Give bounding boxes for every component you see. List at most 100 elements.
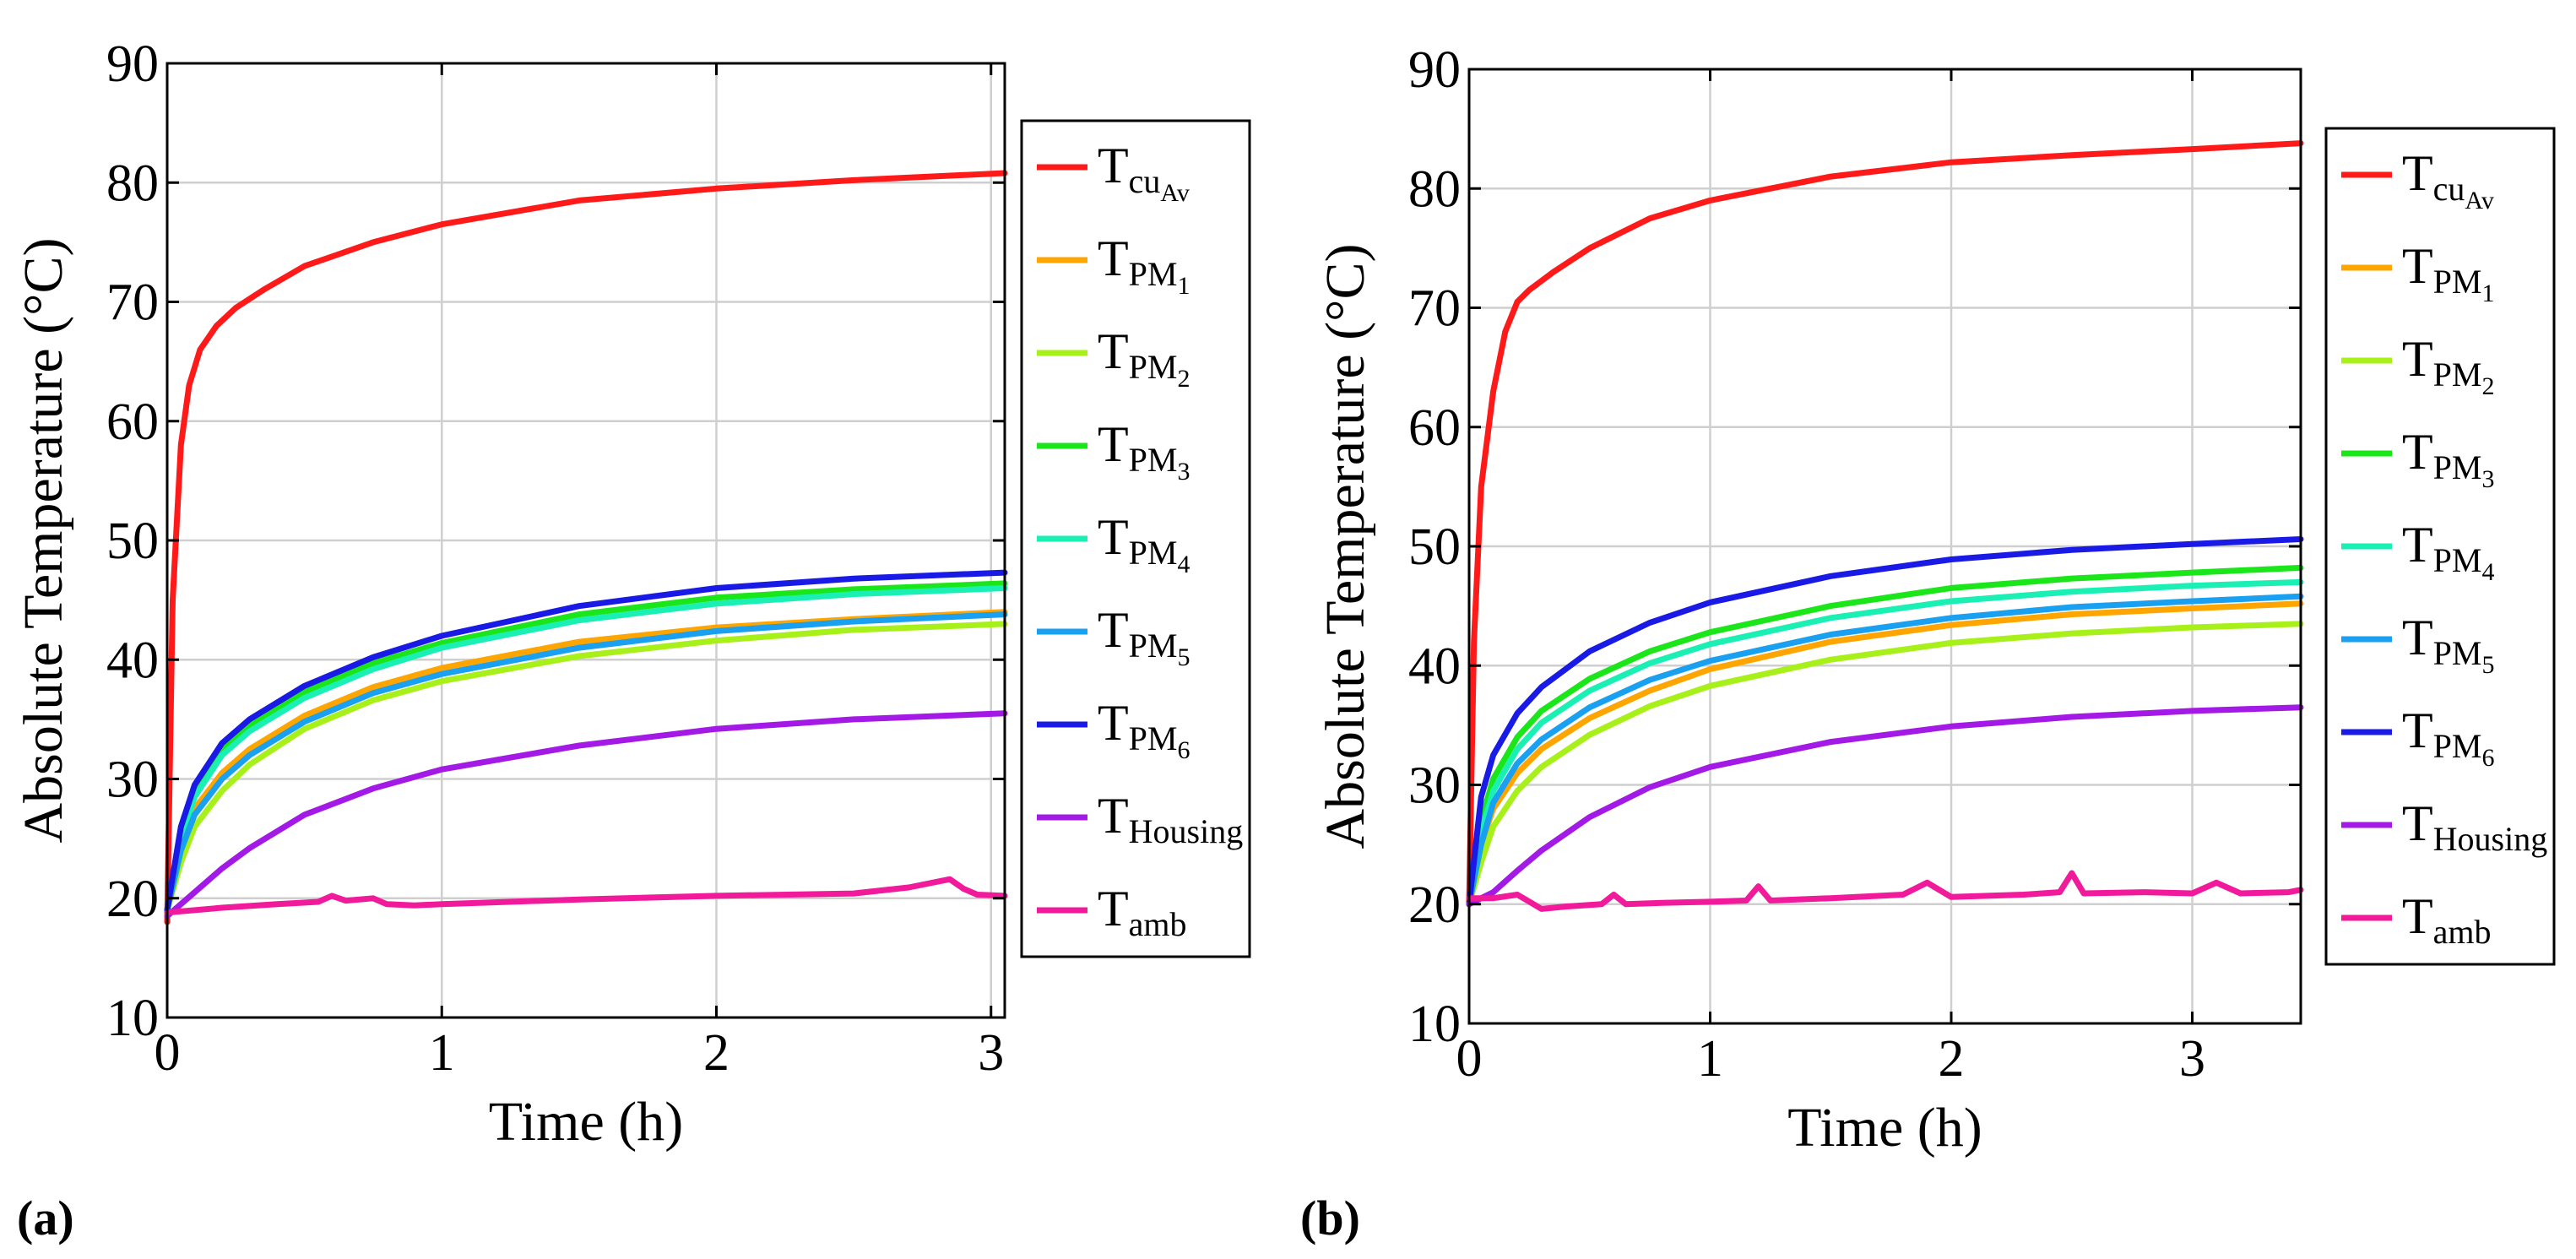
y-tick-label: 90 bbox=[106, 35, 159, 93]
legend-sub-text: amb bbox=[2433, 913, 2492, 951]
legend-main-text: T bbox=[2402, 610, 2433, 665]
legend-subsub-text: 1 bbox=[2481, 279, 2494, 307]
legend-subsub-text: 5 bbox=[2481, 651, 2494, 679]
legend-subsub-text: 4 bbox=[2481, 558, 2494, 586]
legend-entry: TPM6 bbox=[1098, 695, 1190, 764]
legend-subsub-text: 6 bbox=[1177, 736, 1190, 764]
legend-entry: TPM1 bbox=[2402, 238, 2494, 307]
legend-subsub-text: 4 bbox=[1177, 551, 1190, 578]
chart-panel-b: 0 1 2 3 10 20 30 40 50 60 70 80 90 Time (h) Absolute T… bbox=[1315, 41, 2556, 1159]
y-axis-label: Absolute Temperature (°C) bbox=[1315, 243, 1376, 849]
series-line-t-pm6 bbox=[164, 569, 1008, 914]
y-tick-label: 40 bbox=[106, 632, 159, 689]
legend-subsub-text: Av bbox=[1160, 179, 1189, 207]
legend-entry: TPM4 bbox=[2402, 517, 2494, 586]
y-tick-label: 30 bbox=[106, 752, 159, 809]
legend-main-text: T bbox=[1098, 416, 1129, 472]
legend-entry: TPM2 bbox=[1098, 323, 1190, 393]
legend-entry: TPM5 bbox=[2402, 610, 2494, 679]
legend-sub-text: PM bbox=[1129, 441, 1178, 479]
y-tick-label: 10 bbox=[1408, 996, 1461, 1053]
legend-subsub-text: 5 bbox=[1177, 643, 1190, 671]
legend-entry: TPM4 bbox=[1098, 509, 1190, 578]
legend-sub-text: cu bbox=[2433, 170, 2465, 208]
legend-sub-text: cu bbox=[1129, 162, 1161, 200]
legend-main-text: T bbox=[1098, 695, 1129, 751]
series-line-t-housing bbox=[164, 710, 1008, 920]
legend: TcuAvTPM1TPM2TPM3TPM4TPM5TPM6THousingTam… bbox=[1020, 119, 1251, 958]
legend-sub-text: PM bbox=[2433, 263, 2482, 301]
legend-main-text: T bbox=[1098, 138, 1129, 193]
legend-main-text: T bbox=[2402, 238, 2433, 294]
x-tick-label: 3 bbox=[978, 1024, 1004, 1082]
x-tick-label: 2 bbox=[703, 1024, 729, 1082]
series-line-t-pm5 bbox=[164, 611, 1008, 914]
series-line-t-pm2 bbox=[1466, 621, 2304, 908]
legend-sub-text: amb bbox=[1129, 905, 1187, 943]
legend-sub-text: PM bbox=[1129, 255, 1178, 293]
y-tick-label: 50 bbox=[1408, 518, 1461, 576]
x-axis-label: Time (h) bbox=[489, 1091, 683, 1153]
legend-sub-text: PM bbox=[2433, 541, 2482, 579]
y-tick-label: 20 bbox=[106, 871, 159, 928]
series-line-t-amb bbox=[1466, 870, 2304, 912]
legend-subsub-text: 1 bbox=[1177, 272, 1190, 300]
y-axis-label: Absolute Temperature (°C) bbox=[13, 237, 74, 843]
legend-entry: THousing bbox=[1098, 788, 1243, 850]
legend-subsub-text: 6 bbox=[2481, 744, 2494, 772]
y-tick-label: 80 bbox=[106, 155, 159, 212]
legend-main-text: T bbox=[1098, 881, 1129, 936]
legend-entry: TPM1 bbox=[1098, 231, 1190, 300]
series-line-t-pm5 bbox=[1466, 593, 2304, 908]
x-tick-label: 0 bbox=[155, 1024, 181, 1082]
y-tick-label: 90 bbox=[1408, 41, 1461, 99]
y-tick-label: 40 bbox=[1408, 638, 1461, 695]
legend-sub-text: PM bbox=[2433, 448, 2482, 486]
legend-main-text: T bbox=[2402, 703, 2433, 758]
legend-subsub-text: 2 bbox=[1177, 365, 1190, 393]
legend-subsub-text: 3 bbox=[2481, 465, 2494, 493]
legend-main-text: T bbox=[2402, 517, 2433, 573]
y-tick-label: 10 bbox=[106, 990, 159, 1047]
legend-entry: TPM3 bbox=[1098, 416, 1190, 486]
chart-panel-a: 0 1 2 3 10 20 30 40 50 60 70 80 90 Time (h) Absolute T… bbox=[13, 35, 1251, 1153]
legend-entry: THousing bbox=[2402, 795, 2547, 858]
legend-sub-text: PM bbox=[1129, 627, 1178, 665]
x-tick-label: 3 bbox=[2179, 1030, 2205, 1088]
series-line-t-housing bbox=[1466, 704, 2304, 908]
series-line-t-pm4 bbox=[1466, 578, 2304, 908]
legend-entry: TcuAv bbox=[2402, 145, 2494, 214]
legend-sub-text: PM bbox=[1129, 534, 1178, 572]
legend-entry: TPM3 bbox=[2402, 424, 2494, 493]
legend-entry: TPM2 bbox=[2402, 331, 2494, 400]
x-axis-label: Time (h) bbox=[1787, 1097, 1982, 1159]
y-tick-label: 80 bbox=[1408, 160, 1461, 218]
x-tick-label: 0 bbox=[1456, 1030, 1483, 1088]
legend-entry: Tamb bbox=[2402, 888, 2492, 951]
y-tick-label: 20 bbox=[1408, 876, 1461, 934]
legend-sub-text: Housing bbox=[2433, 820, 2548, 858]
legend-main-text: T bbox=[1098, 509, 1129, 565]
y-tick-label: 50 bbox=[106, 513, 159, 570]
series-line-t-pm6 bbox=[1466, 536, 2304, 908]
legend-entry: TPM5 bbox=[1098, 602, 1190, 671]
series-line-t-pm4 bbox=[164, 585, 1008, 914]
x-tick-label: 1 bbox=[429, 1024, 455, 1082]
x-tick-label: 2 bbox=[1939, 1030, 1965, 1088]
legend: TcuAvTPM1TPM2TPM3TPM4TPM5TPM6THousingTam… bbox=[2324, 127, 2556, 966]
legend-sub-text: PM bbox=[1129, 719, 1178, 757]
legend-sub-text: PM bbox=[2433, 634, 2482, 672]
y-tick-label: 70 bbox=[1408, 280, 1461, 338]
series-line-t-amb bbox=[164, 876, 1008, 916]
panel-label-b: (b) bbox=[1300, 1191, 1360, 1245]
legend-entry: Tamb bbox=[1098, 881, 1187, 943]
panel-label-a: (a) bbox=[17, 1191, 74, 1245]
legend-subsub-text: 3 bbox=[1177, 458, 1190, 486]
series-line-t-cuav bbox=[164, 170, 1008, 925]
legend-main-text: T bbox=[1098, 323, 1129, 379]
legend-main-text: T bbox=[1098, 788, 1129, 844]
legend-main-text: T bbox=[2402, 795, 2433, 851]
legend-subsub-text: Av bbox=[2465, 187, 2493, 214]
legend-main-text: T bbox=[2402, 888, 2433, 944]
